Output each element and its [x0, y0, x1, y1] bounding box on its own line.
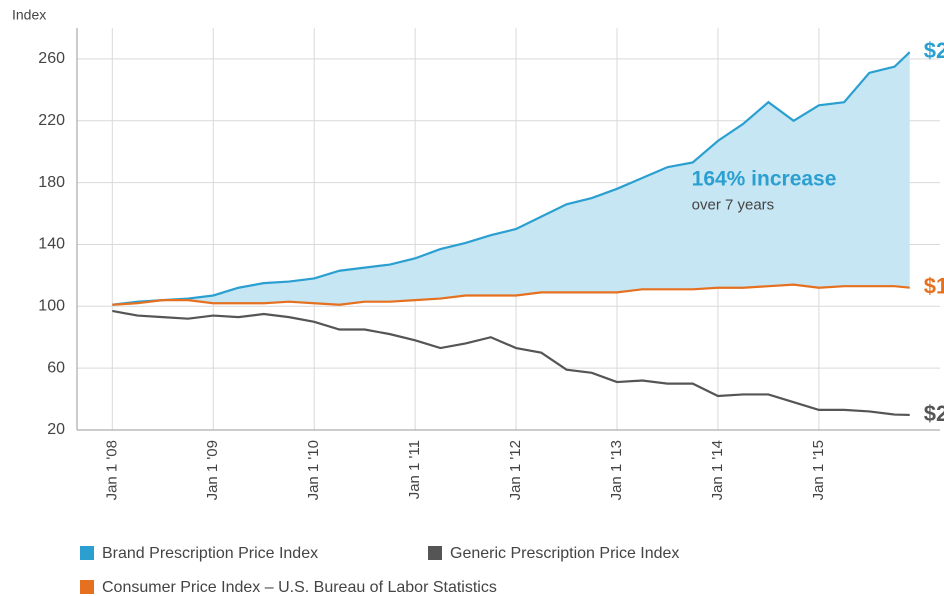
y-tick-label: 60	[47, 359, 65, 376]
y-tick-label: 180	[38, 174, 65, 191]
y-tick-label: 260	[38, 50, 65, 67]
legend-swatch	[428, 546, 442, 560]
series-line	[112, 51, 911, 306]
x-tick-label: Jan 1 '14	[709, 440, 726, 500]
area-fill	[112, 52, 910, 305]
y-tick-label: 220	[38, 112, 65, 129]
legend-label: Generic Prescription Price Index	[450, 545, 679, 562]
x-tick-label: Jan 1 '08	[103, 440, 120, 500]
annotation-title: 164% increase	[692, 167, 837, 190]
series-line	[112, 309, 910, 417]
annotation-subtitle: over 7 years	[692, 197, 775, 214]
y-axis-label: Index	[12, 7, 46, 23]
x-tick-label: Jan 1 '09	[204, 440, 221, 500]
x-tick-label: Jan 1 '13	[608, 440, 625, 500]
end-label: $264.33	[924, 38, 944, 63]
y-tick-label: 20	[47, 421, 65, 438]
legend-label: Brand Prescription Price Index	[102, 545, 318, 562]
end-label: $29.73	[924, 401, 944, 426]
series-line	[112, 283, 910, 306]
x-tick-label: Jan 1 '12	[507, 440, 524, 500]
end-label: $112.05	[924, 273, 944, 298]
x-tick-label: Jan 1 '11	[406, 440, 423, 499]
legend-label: Consumer Price Index – U.S. Bureau of La…	[102, 579, 497, 596]
legend-swatch	[80, 546, 94, 560]
y-tick-label: 100	[38, 298, 65, 315]
x-tick-label: Jan 1 '10	[305, 440, 322, 500]
x-tick-label: Jan 1 '15	[810, 440, 827, 500]
legend-swatch	[80, 580, 94, 594]
y-tick-label: 140	[38, 236, 65, 253]
